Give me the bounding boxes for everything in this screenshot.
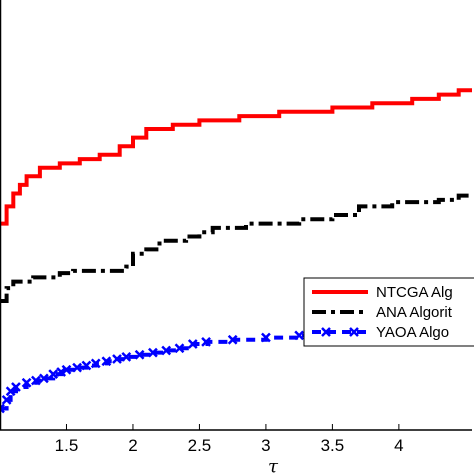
series-line-ana-algorithm <box>0 193 472 303</box>
series-marker-yaoa-algorithm <box>112 354 122 364</box>
series-marker-yaoa-algorithm <box>1 395 12 405</box>
series-marker-yaoa-algorithm <box>0 403 5 414</box>
legend-marker-yaoa-algorithm <box>349 327 359 337</box>
x-tick-label: 3 <box>261 436 270 455</box>
series-marker-yaoa-algorithm <box>31 375 41 386</box>
series-marker-yaoa-algorithm <box>187 339 198 349</box>
x-tick-label: 4 <box>394 436 403 455</box>
series-marker-yaoa-algorithm <box>72 362 82 373</box>
x-tick-label: 2 <box>128 436 137 455</box>
series-marker-yaoa-algorithm <box>201 336 211 347</box>
series-marker-yaoa-algorithm <box>90 358 101 369</box>
x-tick-label: 1.5 <box>55 436 79 455</box>
x-axis-label: τ <box>268 456 279 474</box>
series-marker-yaoa-algorithm <box>61 364 72 375</box>
series-line-ntcga-algorithm <box>0 88 472 226</box>
x-tick-label: 2.5 <box>188 436 212 455</box>
series-marker-yaoa-algorithm <box>48 369 59 379</box>
legend-label-ana-algorithm: ANA Algorit <box>376 304 453 321</box>
series-marker-yaoa-algorithm <box>148 347 158 358</box>
legend-label-ntcga-algorithm: NTCGA Alg <box>376 284 453 301</box>
series-marker-yaoa-algorithm <box>38 373 49 384</box>
series-marker-yaoa-algorithm <box>134 349 145 360</box>
series-marker-yaoa-algorithm <box>174 343 185 354</box>
legend-label-yaoa-algorithm: YAOA Algo <box>376 324 449 341</box>
series-marker-yaoa-algorithm <box>56 367 67 377</box>
series-marker-yaoa-algorithm <box>21 377 32 388</box>
x-tick-label: 3.5 <box>321 436 345 455</box>
series-marker-yaoa-algorithm <box>11 382 21 392</box>
series-marker-yaoa-algorithm <box>261 332 271 343</box>
series-marker-yaoa-algorithm <box>121 352 132 362</box>
series-marker-yaoa-algorithm <box>161 345 172 356</box>
series-marker-yaoa-algorithm <box>101 356 112 367</box>
legend-marker-yaoa-algorithm <box>321 327 331 337</box>
series-marker-yaoa-algorithm <box>227 334 238 345</box>
axes: 1.5 2 2.5 3 3.5 4 <box>0 0 472 455</box>
plot-area <box>0 88 472 414</box>
series-marker-yaoa-algorithm <box>81 360 92 371</box>
series-marker-yaoa-algorithm <box>294 330 305 341</box>
legend: NTCGA Alg ANA Algorit YAOA Algo <box>303 277 474 347</box>
